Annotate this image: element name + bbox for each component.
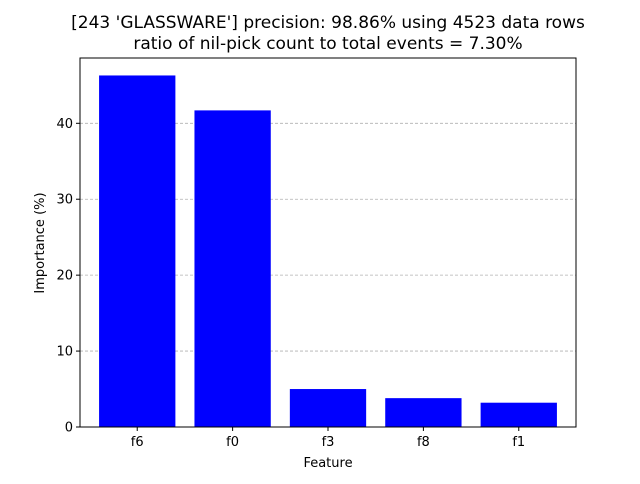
x-axis-label: Feature [303,456,352,471]
chart-title-line-1: [243 'GLASSWARE'] precision: 98.86% usin… [71,13,585,33]
x-tick-label-f3: f3 [322,435,335,450]
y-axis-label: Importance (%) [33,192,48,293]
bar-f8 [385,398,462,427]
y-tick-label: 30 [56,193,73,208]
axes: 0 10 20 30 40 f6 f0 f3 f8 f1 [56,57,577,450]
x-tick-label-f0: f0 [226,435,239,450]
bar-f1 [480,402,557,427]
y-tick-label: 10 [56,345,73,360]
x-tick-label-f6: f6 [131,435,144,450]
y-tick-label: 40 [56,117,73,132]
bars [99,75,557,428]
bar-f6 [99,75,176,428]
x-tick-label-f8: f8 [417,435,430,450]
y-tick-label: 0 [65,421,73,436]
x-tick-label-f1: f1 [512,435,525,450]
y-tick-label: 20 [56,269,73,284]
bar-f0 [194,110,271,427]
chart-title-line-2: ratio of nil-pick count to total events … [133,34,522,54]
bar-f3 [289,389,367,427]
